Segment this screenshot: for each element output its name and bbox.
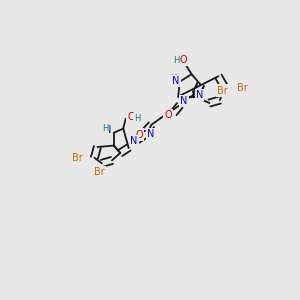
Text: N: N <box>104 125 112 135</box>
Text: N: N <box>172 76 180 86</box>
Text: O: O <box>127 112 135 122</box>
Text: Br: Br <box>94 167 105 177</box>
Text: H: H <box>170 74 176 83</box>
Text: N: N <box>181 96 188 106</box>
Text: Br: Br <box>237 82 248 93</box>
Text: Br: Br <box>217 85 228 96</box>
Text: H: H <box>134 114 140 123</box>
Text: O: O <box>164 110 172 120</box>
Text: H: H <box>102 124 108 133</box>
Text: H: H <box>173 56 179 65</box>
Text: Br: Br <box>72 153 83 163</box>
Text: N: N <box>196 90 203 100</box>
Text: O: O <box>180 55 188 65</box>
Text: N: N <box>147 129 154 139</box>
Text: N: N <box>130 136 138 146</box>
Text: O: O <box>136 130 143 140</box>
